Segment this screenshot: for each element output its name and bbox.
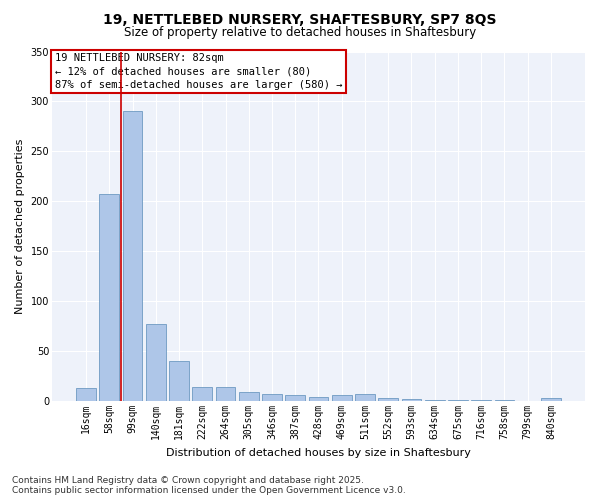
Bar (355, 394, 375, 401)
Bar (122, 112, 142, 401)
Bar (471, 400, 491, 401)
Bar (169, 361, 189, 401)
Bar (541, 398, 561, 401)
Text: 19, NETTLEBED NURSERY, SHAFTESBURY, SP7 8QS: 19, NETTLEBED NURSERY, SHAFTESBURY, SP7 … (103, 12, 497, 26)
Bar (193, 387, 212, 401)
Y-axis label: Number of detached properties: Number of detached properties (15, 138, 25, 314)
Bar (425, 400, 445, 401)
X-axis label: Distribution of detached houses by size in Shaftesbury: Distribution of detached houses by size … (166, 448, 471, 458)
Bar (332, 395, 352, 401)
Text: Size of property relative to detached houses in Shaftesbury: Size of property relative to detached ho… (124, 26, 476, 39)
Bar (308, 397, 328, 401)
Bar (262, 394, 282, 401)
Bar (379, 398, 398, 401)
Bar (146, 324, 166, 401)
Bar (401, 399, 421, 401)
Bar (494, 400, 514, 401)
Text: Contains HM Land Registry data © Crown copyright and database right 2025.
Contai: Contains HM Land Registry data © Crown c… (12, 476, 406, 495)
Bar (215, 387, 235, 401)
Bar (76, 388, 96, 401)
Bar (448, 400, 468, 401)
Bar (286, 395, 305, 401)
Bar (239, 392, 259, 401)
Text: 19 NETTLEBED NURSERY: 82sqm
← 12% of detached houses are smaller (80)
87% of sem: 19 NETTLEBED NURSERY: 82sqm ← 12% of det… (55, 53, 342, 90)
Bar (100, 194, 119, 401)
